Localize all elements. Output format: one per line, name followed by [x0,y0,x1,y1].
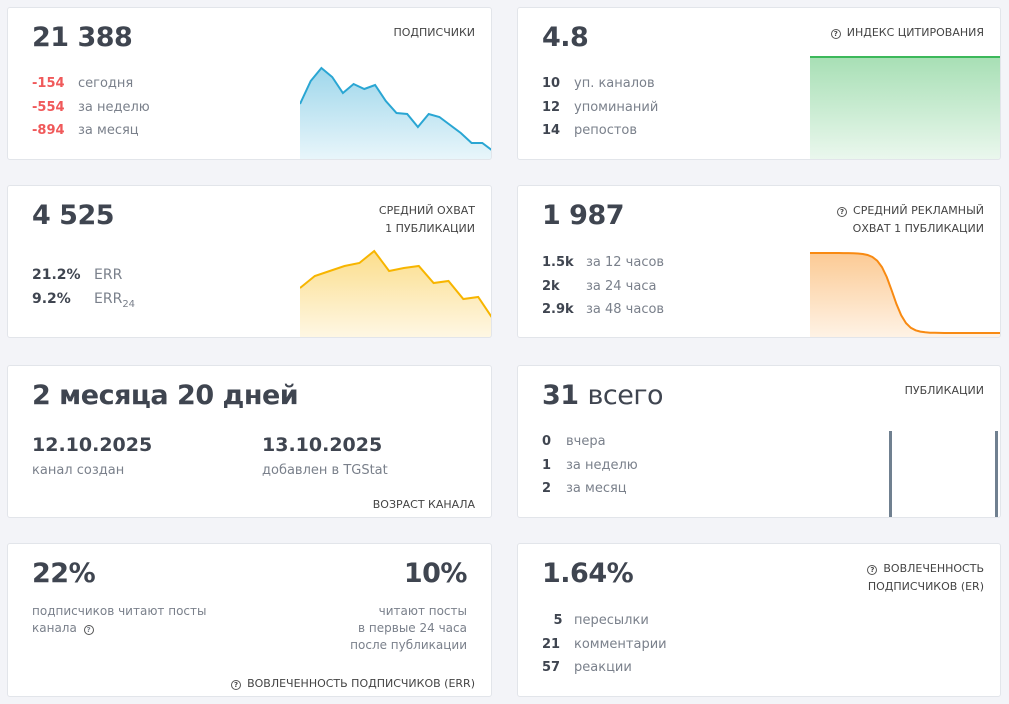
question-circle-icon[interactable]: ? [231,680,242,690]
subscribers-card[interactable]: 21 388 ПОДПИСЧИКИ -154 сегодня -554 за нед… [7,7,492,160]
stat-value: 9.2% [32,290,71,307]
err-right-label: читают посты в первые 24 часа после публик… [350,604,467,652]
stat-label: за неделю [78,99,150,115]
stat-value: -154 [32,76,65,91]
stat-value: 2 [542,481,552,496]
citation-index: 4.8 [542,22,589,53]
stat-label: за неделю [566,457,638,473]
ad-reach-card[interactable]: 1 987 ? СРЕДНИЙ РЕКЛАМНЫЙ ОХВАТ 1 ПУБЛИКАЦ… [517,185,1001,338]
stat-value: -894 [32,123,65,138]
ad-reach-value: 1 987 [542,200,625,231]
publications-bar-chart [889,431,998,517]
question-circle-icon[interactable]: ? [830,29,841,39]
card-title: ВОЗРАСТ КАНАЛА [372,498,475,511]
avg-reach-value: 4 525 [32,200,115,231]
bar [889,431,892,517]
bar [995,431,998,517]
err-left-label: подписчиков читают посты канала ? [32,604,207,635]
citation-sparkline [810,56,1000,159]
publications-total: 31 всего [542,380,664,411]
stat-label: репостов [574,123,638,138]
card-title: ПОДПИСЧИКИ [393,26,475,39]
citation-card[interactable]: 4.8 ? ИНДЕКС ЦИТИРОВАНИЯ 10 уп. каналов 12… [517,7,1001,160]
er-card[interactable]: 1.64% ? ВОВЛЕЧЕННОСТЬ ПОДПИСЧИКОВ (ER) 5 пе… [517,543,1001,697]
added-label: добавлен в TGStat [262,463,388,478]
stat-value: -554 [32,99,65,115]
question-circle-icon[interactable]: ? [83,625,94,635]
question-circle-icon[interactable]: ? [867,565,878,575]
stat-label: ERR [94,267,123,283]
created-date: 12.10.2025 [32,434,153,456]
card-title: ? ВОВЛЕЧЕННОСТЬ ПОДПИСЧИКОВ (ERR) [231,675,475,693]
stat-value: 21.2% [32,267,81,283]
stat-value: 2k [542,278,560,294]
err-right-value: 10% [403,558,468,589]
channel-age-value: 2 месяца 20 дней [32,380,299,411]
added-date: 13.10.2025 [262,434,383,456]
sparkline-area [810,253,1000,337]
stat-label: сегодня [78,76,134,91]
sparkline-area [300,251,491,337]
err-left-value: 22% [32,558,96,589]
card-title: ? СРЕДНИЙ РЕКЛАМНЫЙ ОХВАТ 1 ПУБЛИКАЦИИ [837,202,984,238]
reach-sparkline [300,249,491,337]
sparkline-line [300,66,491,151]
stat-value: 0 [542,434,552,449]
card-title: ? ВОВЛЕЧЕННОСТЬ ПОДПИСЧИКОВ (ER) [867,562,984,593]
avg-reach-card[interactable]: 4 525 СРЕДНИЙ ОХВАТ 1 ПУБЛИКАЦИИ 21.2% ERR… [7,185,492,338]
stat-label: за 24 часа [586,278,657,294]
sparkline-line [300,249,491,318]
stat-value: 14 [542,123,561,138]
sparkline-area [300,68,491,159]
card-title: СРЕДНИЙ ОХВАТ 1 ПУБЛИКАЦИИ [378,204,475,235]
er-value: 1.64% [542,558,634,589]
stat-value: 5 [553,613,563,628]
channel-age-card[interactable]: 2 месяца 20 дней 12.10.2025 канал создан… [7,365,492,518]
sparkline-area [810,57,1000,159]
stat-value: 10 [542,76,561,91]
subscribers-count: 21 388 [32,22,133,53]
stat-label: за месяц [78,123,139,138]
subscribers-sparkline [300,66,491,159]
stat-label: за месяц [566,481,627,496]
stat-label: ERR24 [94,290,136,310]
stat-value: 12 [542,99,561,115]
stat-value: 1.5k [542,255,574,270]
stat-label: реакции [574,660,632,675]
stat-label: пересылки [574,613,649,628]
err-card[interactable]: 22% подписчиков читают посты канала ? 10%… [7,543,492,697]
stat-label: за 48 часов [586,302,665,317]
sparkline-line [810,252,1000,334]
stat-value: 57 [542,660,561,675]
stat-value: 2.9k [542,302,574,317]
stat-label: вчера [566,434,606,449]
card-title: ПУБЛИКАЦИИ [904,384,984,397]
ad-reach-sparkline [810,252,1000,337]
created-label: канал создан [32,463,125,478]
question-circle-icon[interactable]: ? [837,207,848,217]
stat-label: за 12 часов [586,255,665,270]
stat-value: 1 [542,457,552,473]
stat-label: уп. каналов [574,76,655,91]
stat-label: комментарии [574,636,667,652]
stat-label: упоминаний [574,99,659,115]
card-title: ? ИНДЕКС ЦИТИРОВАНИЯ [830,24,984,42]
stat-value: 21 [542,636,561,652]
